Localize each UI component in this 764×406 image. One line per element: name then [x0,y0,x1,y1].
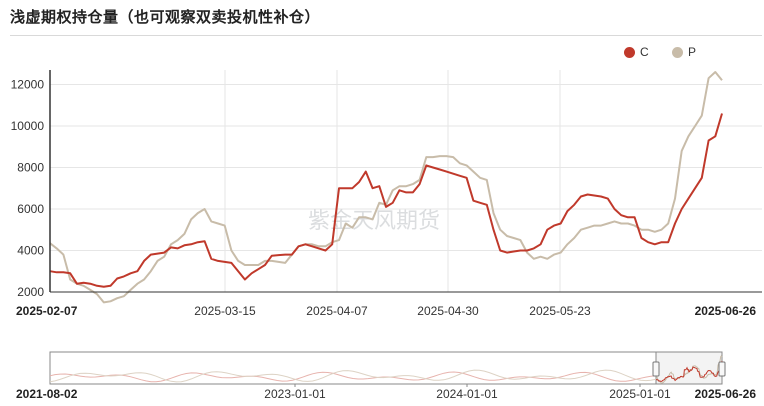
legend-label-p: P [688,45,697,59]
y-tick-label: 12000 [11,77,45,91]
series-line-p [49,71,723,304]
series-lines [49,71,723,304]
y-tick-label: 2000 [17,285,44,299]
range-navigator[interactable]: 2021-08-02 2025-06-26 2023-01-01 2024-01-01… [16,351,757,401]
title-divider [10,35,762,36]
y-tick-label: 4000 [17,243,44,257]
navigator-history-line-c [49,371,657,383]
x-tick-label: 2025-04-07 [306,304,368,318]
navigator-start-label: 2021-08-02 [16,387,78,401]
navigator-line-c [655,360,723,382]
legend-swatch-p [672,46,683,58]
navigator-history-line-p [49,369,657,383]
x-tick-label: 2025-03-15 [194,304,256,318]
navigator-tick-label: 2025-01-01 [609,387,671,401]
navigator-tick-label: 2024-01-01 [436,387,498,401]
x-tick-label: 2025-05-23 [529,304,591,318]
navigator-tick-label: 2023-01-01 [264,387,326,401]
navigator-handle-left[interactable] [652,361,660,377]
legend-label-c: C [640,45,649,59]
axes: 2000 4000 6000 8000 10000 12000 2025-02-07 2025… [11,70,762,318]
y-tick-label: 8000 [17,160,44,174]
legend-swatch-c [624,46,635,58]
chart-title: 浅虚期权持仓量（也可观察双卖投机性补仓） [10,8,321,26]
x-tick-label: 2025-02-07 [16,304,78,318]
x-tick-label: 2025-04-30 [417,304,479,318]
y-tick-label: 6000 [17,202,44,216]
navigator-end-label: 2025-06-26 [695,387,757,401]
series-line-c [49,113,723,288]
x-tick-label: 2025-06-26 [695,304,757,318]
watermark: 紫金天风期货 [308,209,440,234]
grid-lines [50,70,762,293]
y-tick-label: 10000 [11,119,45,133]
legend-item-c[interactable]: C [624,45,649,59]
legend-item-p[interactable]: P [672,45,696,59]
navigator-handle-right[interactable] [718,361,726,377]
